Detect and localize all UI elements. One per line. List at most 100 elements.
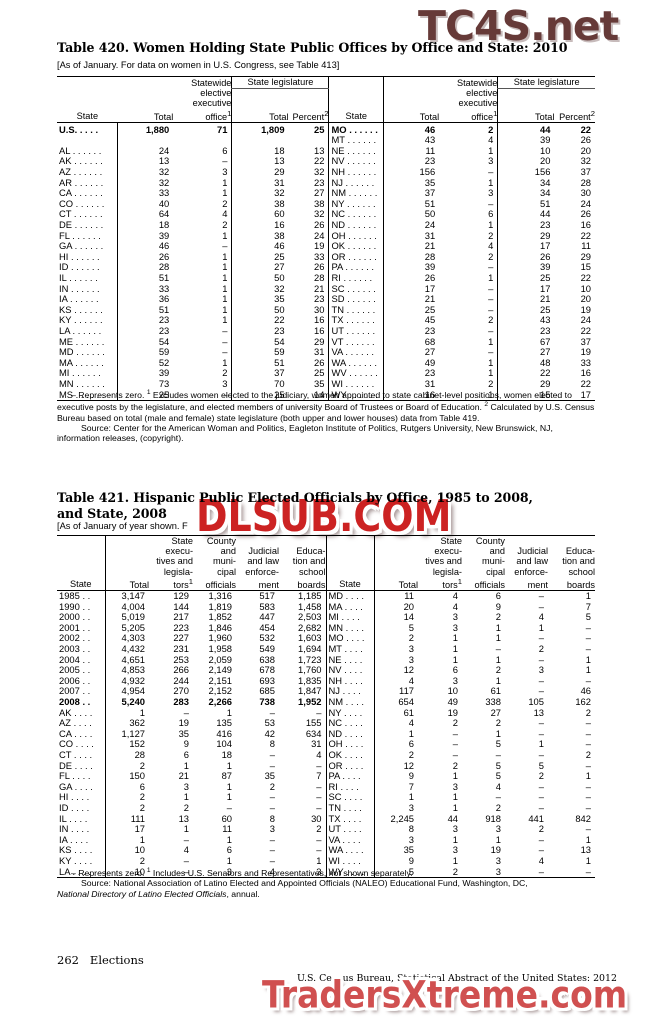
cell-county-right: 3	[462, 866, 505, 879]
cell-exec-right: 19	[447, 706, 458, 718]
cell-total-right: 21	[383, 294, 440, 305]
cell-total-left: 10	[104, 845, 149, 856]
table-row: U.S. . . . . 1,880 71 1,809 25 MO . . . . . .…	[57, 122, 595, 136]
cell-exec-left: 1	[183, 759, 189, 771]
row-state-left: CO . . . . . .	[59, 197, 105, 209]
header-421-county-l5: officials	[205, 579, 236, 590]
cell-exec-left: 266	[173, 664, 189, 676]
cell-total-left: 362	[104, 718, 149, 729]
cell-county-right: 1	[495, 833, 501, 845]
cell-total-right: 46	[383, 122, 440, 136]
cell-judicial-right: 2	[538, 823, 544, 835]
table-row: MI . . . . . . 39 2 37 25 WV . . . . . . 23 1 22…	[57, 368, 595, 379]
row-state-left: IN . . . .	[59, 823, 90, 835]
cell-statewide-left: 1	[222, 271, 228, 283]
table-row: MA . . . . . . 52 1 51 26 WA . . . . . . 49 1 48…	[57, 357, 595, 369]
header-421-county-l2-r: and	[489, 546, 505, 557]
table-420-subtitle: [As of January. For data on women in U.S…	[57, 60, 340, 70]
cell-educ-left: 2	[316, 823, 322, 835]
cell-total-left: 1	[104, 834, 149, 846]
cell-county-left: 2,266	[208, 696, 232, 708]
row-state-right: NE . . . . . .	[328, 145, 384, 157]
row-state-right: OR . . . .	[325, 760, 374, 772]
cell-leg-percent-left: 23	[314, 293, 325, 305]
cell-leg-percent-right: 22	[580, 229, 591, 241]
cell-total-right: 23	[383, 156, 440, 168]
cell-total-left: 32	[117, 177, 174, 189]
table-421-body: 1985 . . 3,147 129 1,316 517 1,185 MD . . . .1…	[57, 590, 595, 879]
header-421-educ-l4: boards	[297, 579, 326, 590]
cell-judicial-left: 447	[259, 611, 275, 623]
cell-judicial-right: 105	[528, 696, 544, 708]
table-row: IL . . . . . . 51 1 50 28 RI . . . . . . 26 1 25…	[57, 271, 595, 284]
cell-total-right: 7	[373, 781, 418, 793]
cell-county-right: 4	[495, 780, 501, 792]
row-state-right: NC . . . . . .	[328, 209, 384, 221]
cell-leg-total-right: 67	[497, 336, 555, 348]
cell-judicial-left: 35	[264, 770, 275, 782]
table-row: MT . . . . . . 43 4 39 26	[57, 135, 595, 146]
cell-leg-total-left: 25	[231, 389, 289, 402]
row-state-right: WI . . . . . .	[328, 378, 384, 390]
cell-statewide-left: 1	[222, 293, 228, 305]
cell-judicial-left: 53	[264, 717, 275, 729]
cell-leg-total-left: 37	[231, 368, 289, 379]
cell-total-left: 39	[117, 230, 174, 242]
table-row: AK . . . . . . 13–13 22 NV . . . . . . 23 3 20…	[57, 156, 595, 168]
row-state-left: 2007 . .	[59, 685, 91, 697]
cell-total-left: 4,932	[104, 675, 149, 687]
cell-exec-right: 10	[447, 685, 458, 697]
header-421-judicial-l3: enforce-	[245, 566, 279, 577]
cell-leg-total-right: 34	[497, 177, 555, 189]
cell-total-left: 4,004	[104, 601, 149, 613]
row-state-left: DE . . . . . .	[59, 219, 104, 231]
cell-leg-percent-right: 22	[580, 123, 591, 135]
cell-judicial-left: 8	[269, 738, 275, 750]
cell-exec-left: 19	[178, 717, 189, 729]
cell-judicial-right: –	[538, 780, 544, 792]
header-statewide-line4: office1	[205, 108, 232, 122]
table-row: KY . . . . . . 23 1 22 16 TX . . . . . . 45 2 43…	[57, 315, 595, 326]
table-row: DE . . . . . . 18 2 16 26 ND . . . . . . 24 1 23…	[57, 219, 595, 231]
cell-statewide-right: 2	[488, 229, 494, 241]
row-state-right: SD . . . . . .	[328, 294, 384, 305]
cell-total-right: 3	[373, 654, 418, 666]
cell-leg-percent-right: 10	[580, 282, 591, 294]
cell-educ-right: –	[585, 780, 591, 792]
header-421-exec-l4-r: legisla-	[432, 566, 462, 577]
row-state-left: AK . . . .	[59, 706, 93, 718]
cell-statewide-left: –	[222, 240, 228, 252]
cell-judicial-right: –	[538, 727, 544, 739]
row-state-left: KS . . . .	[59, 844, 93, 856]
row-state-left: IL . . . .	[59, 812, 88, 824]
cell-educ-left: 1,603	[298, 632, 322, 644]
row-state-right: PA . . . . . .	[328, 262, 384, 273]
cell-exec-left: 1	[183, 823, 189, 835]
cell-county-right: 2	[495, 664, 501, 676]
cell-leg-percent-left: 16	[314, 314, 325, 326]
cell-exec-right: 3	[452, 780, 458, 792]
cell-judicial-left: 2	[269, 780, 275, 792]
cell-judicial-right: –	[538, 674, 544, 686]
cell-judicial-left: –	[269, 833, 275, 845]
cell-total-right: 9	[373, 771, 418, 782]
row-state-right: MI . . . .	[325, 612, 374, 623]
cell-judicial-left: –	[269, 759, 275, 771]
row-state-right: NY . . . . . .	[328, 198, 384, 210]
cell-judicial-right: 2	[538, 643, 544, 655]
cell-judicial-left: 517	[259, 590, 275, 602]
table-row: CO . . . . . . 40 2 38 38 NY . . . . . . 51–51…	[57, 197, 595, 210]
cell-judicial-right: 3	[538, 664, 544, 676]
row-state-right: TN . . . .	[325, 802, 374, 814]
cell-educ-right: –	[585, 801, 591, 813]
cell-leg-total-right: 25	[497, 304, 555, 316]
cell-exec-right: 1	[452, 833, 458, 845]
cell-leg-total-right: 156	[497, 166, 555, 178]
cell-county-right: 1	[495, 653, 501, 665]
row-state-right: TN . . . . . .	[328, 304, 384, 316]
row-state-right: OK . . . .	[325, 749, 374, 761]
cell-educ-left: 3	[279, 866, 326, 879]
cell-statewide-right: 1	[488, 176, 494, 188]
cell-leg-total-right: 44	[497, 122, 555, 136]
